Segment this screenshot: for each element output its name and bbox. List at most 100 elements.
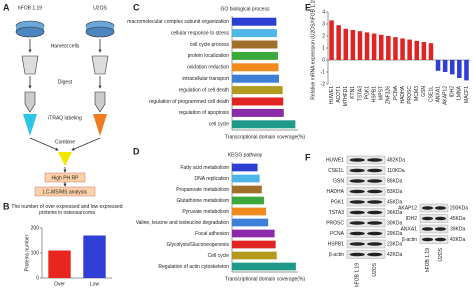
chart-title: The number of over expressed and low exp… [11,204,123,216]
bar [232,120,296,129]
x-tick-label: PCNA [393,85,399,100]
blot-strip [346,155,386,165]
band [349,158,365,162]
y-tick-label: -1 [321,69,326,75]
bar [232,29,277,38]
band [421,216,434,221]
y-tick-label: 2 [322,33,325,39]
bar [232,17,277,26]
y-tick-label: cell cycle process [190,42,230,48]
protein-size: 39KDa [450,226,466,232]
protein-name: PROSC [326,220,344,226]
protein-size: 45KDa [450,216,466,222]
lane-label: U2OS [438,247,444,261]
band [367,231,383,236]
protein-size: 36KDa [387,210,403,216]
x-tick-label: KTN1 [350,86,356,99]
blot-strip [346,166,386,175]
protein-name: ANXA1 [401,226,418,232]
protein-name: GSN [333,178,344,184]
panel-label: D [133,146,140,156]
bar [232,185,262,194]
cell-label: U2OS [93,5,107,11]
step-label: LC-MS/MS analysis [43,189,87,195]
blot-strip [419,224,449,234]
x-tick-label: PROSC [407,86,413,104]
band [349,179,365,183]
cell-label: hFOB 1.19 [18,5,42,11]
y-tick-label: cell cycle [209,122,230,128]
bar [232,108,284,117]
band [367,179,383,183]
y-tick-label: Regulation of actin cytoskeleton [158,264,229,270]
y-tick-label: Glutathione metabolism [176,198,229,204]
bar [378,34,384,60]
bar [343,28,349,60]
bar [371,33,377,60]
band [367,242,383,246]
chart-title: KEGG pathway [228,152,263,158]
bar [336,25,341,60]
bar [232,86,283,95]
x-tick-label: LMNA [457,85,463,100]
bar [400,38,405,60]
bar [386,36,391,60]
y-tick-label: Cell cycle [208,253,230,259]
panel-label: F [305,152,311,162]
y-tick-label: 3 [322,21,325,27]
y-tick-label: 100 [31,250,40,256]
protein-name: HUWE1 [326,157,344,163]
protein-name: PGK1 [331,199,345,205]
chart-title: The number of over expressed and low exp… [11,204,123,216]
bar [442,60,448,72]
x-tick-label: MCM3 [414,86,420,101]
y-axis-label: Relative mRNA expression (U2OS/hFOB 1.19… [310,0,316,100]
protein-name: HADHA [326,189,344,195]
protein-size: 42KDa [450,237,466,243]
bar [232,196,264,205]
band [349,168,365,173]
band [421,206,434,210]
x-tick-label: ZNF326 [386,86,392,104]
band [349,189,365,194]
y-tick-label: Focal adhesion [195,231,229,237]
protein-size: 482KDa [387,157,405,163]
blot-strip [346,218,386,228]
y-tick-label: regulation of programmed cell death [149,99,229,105]
x-tick-label: Over [54,281,65,287]
lane-label: hFOB 1.19 [355,263,361,287]
x-axis-label: Transcriptional domain coverage(%) [225,134,305,140]
y-tick-label: intracellular transport [182,76,229,82]
band [421,227,434,231]
band [367,200,383,204]
x-tick-label: ANXA1 [435,86,441,103]
y-tick-label: Propanoate metabolism [176,187,229,193]
x-tick-label: IDH2 [450,86,456,98]
protein-name: β-actin [402,237,417,243]
y-tick-label: macromolecular complex subunit organizat… [127,19,229,25]
bar [232,97,284,106]
bar [457,60,462,78]
y-tick-label: Glycolysis/Gluconeogenesis [166,242,229,248]
panel-label: B [3,201,10,211]
x-tick-label: HUWE1 [329,86,335,104]
x-tick-label: MTHFD1 [343,86,349,106]
protein-size: 30KDa [387,220,403,226]
x-tick-label: HSPB1 [371,86,377,103]
band [421,237,434,242]
y-tick-label: -2 [321,81,326,87]
step-label: Digest [58,79,73,85]
y-tick-label: Pyruvate metabolism [182,209,229,215]
bar [428,43,434,60]
x-tick-label: MPST [379,86,385,100]
x-tick-label: Low [90,281,100,287]
protein-name: β-actin [329,252,344,258]
y-tick-label: 0 [36,275,39,281]
bar [232,207,267,216]
bar [232,240,276,249]
y-tick-label: 1 [322,45,325,51]
panel-label: C [133,2,140,12]
blot-strip [419,235,449,244]
blot-strip [346,176,386,186]
